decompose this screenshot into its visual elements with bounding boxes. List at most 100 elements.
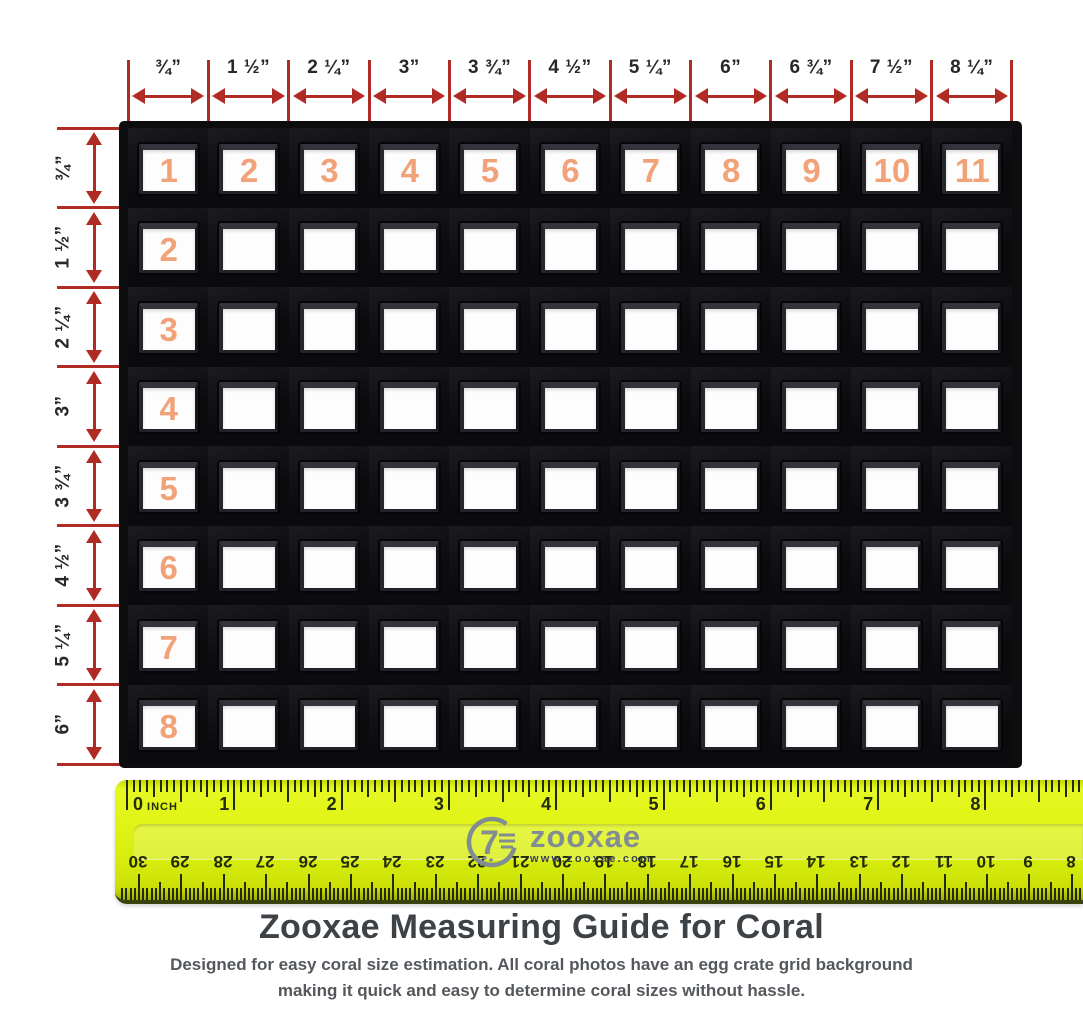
egg-crate-cell [529,366,611,446]
inch-tick [615,780,618,792]
cell-opening [379,461,439,512]
arrow-line [864,94,919,98]
egg-crate-cell [449,605,530,685]
inch-tick [1064,780,1067,797]
arrowhead-left-icon [774,88,788,104]
inch-tick [1011,780,1014,797]
cm-tick [1079,888,1082,900]
egg-crate-cell [449,446,530,526]
cm-tick [460,888,463,900]
cell-opening [621,302,680,353]
cell-opening [379,541,439,592]
inch-tick [548,780,551,792]
egg-crate-cell [610,287,691,367]
arrowhead-right-icon [673,88,687,104]
cell-opening [701,461,761,512]
cm-tick [523,888,526,900]
inch-tick [340,780,343,810]
cell-opening [540,461,600,512]
cell-number: 6 [561,151,580,189]
egg-crate-cell [770,366,852,446]
cm-tick [358,888,361,900]
height-arrow [86,529,102,601]
egg-crate-cells: 1 2 3 4 5 6 7 8 9 10 11 2 3 4 5 6 7 8 [128,128,1012,764]
inch-tick [877,780,880,810]
cell-opening: 2 [138,223,198,274]
inch-tick [716,780,719,802]
height-arrow [86,370,102,442]
egg-crate-cell [288,684,370,764]
inch-tick [977,780,980,792]
cell-number: 3 [159,310,178,348]
left-measurement-text: 4 ½” [53,543,75,587]
cell-opening [942,382,1002,433]
inch-tick [508,780,511,792]
arrowhead-up-icon [86,370,102,384]
inch-number: 1 [219,794,230,814]
egg-crate-cell [208,366,289,446]
inch-tick [193,780,196,792]
cell-opening [621,541,680,592]
cell-opening [540,382,600,433]
top-tick [287,60,291,121]
cm-tick [714,888,717,900]
egg-crate-cell [851,446,932,526]
cell-opening [379,620,439,671]
top-measurement-label: 4 ½” [548,57,592,78]
inch-number: 4 [541,794,552,814]
cell-opening [219,620,278,671]
egg-crate-cell [208,605,289,685]
logo-mark-icon: 7 [465,814,521,875]
cm-tick [676,888,679,900]
cm-tick [456,882,458,900]
top-tick [528,60,532,121]
cm-tick [256,888,259,900]
cm-tick [269,888,272,900]
inch-tick [1051,780,1054,792]
inch-tick [696,780,699,792]
cell-opening: 1 [138,143,198,194]
cm-tick [684,888,687,900]
egg-crate-cell [931,366,1012,446]
inch-tick [1038,780,1041,802]
cm-tick [850,888,853,900]
width-arrow [533,88,607,104]
arrowhead-up-icon [86,529,102,543]
top-measurement-label: 7 ½” [869,57,914,78]
cell-opening [540,620,600,671]
inch-tick [756,780,759,792]
inch-number: 0 [133,794,144,814]
cell-number: 7 [641,151,660,189]
cell-opening [460,223,519,274]
inch-tick [521,780,524,792]
inch-tick [260,780,263,797]
cm-tick [502,888,505,900]
inch-number: 6 [755,794,766,814]
cm-tick [583,882,586,900]
egg-crate-cell [208,525,289,605]
egg-crate-cell [369,207,450,287]
cm-number: 10 [976,852,996,871]
inch-tick [126,780,128,810]
inch-tick [1078,780,1081,792]
inch-tick [789,780,792,792]
cell-opening [942,223,1002,274]
cell-opening [219,541,278,592]
cell-opening: 10 [862,143,921,194]
cell-number: 2 [239,151,259,189]
cm-tick [260,888,263,900]
arrowhead-up-icon [86,132,102,145]
arrowhead-down-icon [86,190,102,204]
arrowhead-down-icon [86,508,102,522]
cm-tick [248,888,251,900]
cm-tick [125,888,128,900]
cm-tick [651,888,654,900]
arrow-line [542,94,598,98]
top-tick [689,60,693,121]
cm-tick [731,874,734,900]
cm-tick [426,888,429,900]
arrowhead-left-icon [292,88,306,104]
cm-tick [744,888,747,900]
cm-tick [935,888,938,900]
cm-tick [875,888,878,900]
